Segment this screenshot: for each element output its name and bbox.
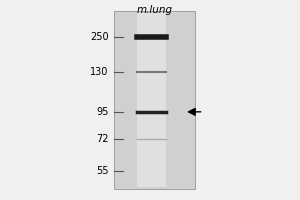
Text: 130: 130	[90, 67, 108, 77]
Bar	[136, 13, 166, 187]
Text: 72: 72	[96, 134, 108, 144]
Text: 55: 55	[96, 166, 108, 176]
Text: 250: 250	[90, 32, 108, 42]
Text: m.lung: m.lung	[136, 5, 172, 15]
Bar	[114, 11, 195, 189]
Text: 95: 95	[96, 107, 108, 117]
